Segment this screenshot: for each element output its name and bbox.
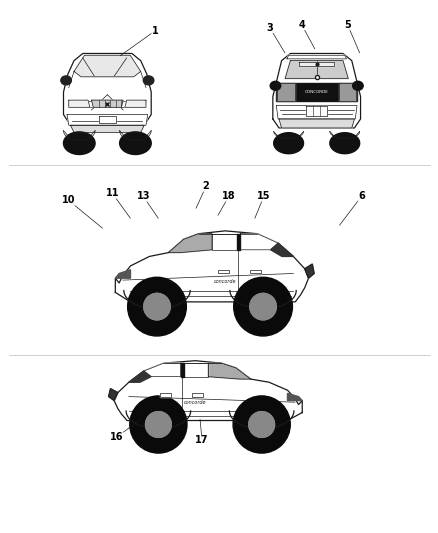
Polygon shape <box>298 62 333 66</box>
Polygon shape <box>129 371 151 382</box>
Circle shape <box>233 277 292 336</box>
Bar <box>191 393 202 397</box>
Ellipse shape <box>273 133 303 154</box>
Polygon shape <box>125 100 145 107</box>
Text: 6: 6 <box>357 191 364 201</box>
Circle shape <box>248 411 274 438</box>
Polygon shape <box>304 264 314 278</box>
Text: CONCORDE: CONCORDE <box>304 90 328 94</box>
Polygon shape <box>284 61 347 78</box>
Polygon shape <box>115 231 308 302</box>
Text: 5: 5 <box>343 20 350 30</box>
Text: 1: 1 <box>152 26 158 36</box>
Bar <box>191 393 202 397</box>
Polygon shape <box>99 116 116 124</box>
Ellipse shape <box>329 133 359 154</box>
Polygon shape <box>64 53 151 125</box>
Text: 10: 10 <box>62 195 75 205</box>
Polygon shape <box>92 100 123 107</box>
Bar <box>160 393 171 397</box>
Polygon shape <box>276 83 294 101</box>
Circle shape <box>127 277 186 336</box>
Text: concorde: concorde <box>213 279 236 284</box>
Ellipse shape <box>143 76 153 85</box>
Polygon shape <box>240 233 278 250</box>
Polygon shape <box>208 363 250 379</box>
Polygon shape <box>236 233 240 250</box>
Text: 18: 18 <box>222 191 235 201</box>
Circle shape <box>144 293 170 320</box>
Polygon shape <box>67 115 147 125</box>
Ellipse shape <box>61 76 71 85</box>
Polygon shape <box>270 243 293 256</box>
Ellipse shape <box>352 82 362 90</box>
Bar <box>160 393 171 397</box>
Polygon shape <box>168 233 212 253</box>
Polygon shape <box>69 100 90 107</box>
Bar <box>249 270 261 273</box>
Polygon shape <box>115 270 130 278</box>
Polygon shape <box>276 83 356 101</box>
Polygon shape <box>143 363 180 377</box>
Polygon shape <box>286 55 346 59</box>
Polygon shape <box>212 233 236 250</box>
Text: 3: 3 <box>266 23 272 33</box>
Polygon shape <box>272 53 360 128</box>
Ellipse shape <box>120 132 151 155</box>
Circle shape <box>145 411 171 438</box>
Polygon shape <box>278 119 353 128</box>
Circle shape <box>130 396 187 453</box>
Text: concorde: concorde <box>184 400 206 406</box>
Text: 17: 17 <box>195 435 208 446</box>
Ellipse shape <box>269 82 280 90</box>
Polygon shape <box>276 106 356 119</box>
Polygon shape <box>305 107 326 116</box>
Polygon shape <box>71 125 144 132</box>
Circle shape <box>233 396 290 453</box>
Polygon shape <box>108 389 117 401</box>
Text: 13: 13 <box>136 191 150 201</box>
Polygon shape <box>338 83 355 101</box>
Text: 16: 16 <box>110 432 123 442</box>
Ellipse shape <box>64 132 95 155</box>
Polygon shape <box>74 55 140 77</box>
Bar <box>249 270 261 273</box>
Text: 2: 2 <box>202 181 209 191</box>
Circle shape <box>249 293 276 320</box>
Polygon shape <box>114 361 301 421</box>
Text: 4: 4 <box>298 20 304 30</box>
Bar <box>217 270 229 273</box>
Polygon shape <box>287 393 301 401</box>
Polygon shape <box>180 363 184 377</box>
Text: 15: 15 <box>257 191 270 201</box>
Text: 11: 11 <box>106 188 119 198</box>
Bar <box>217 270 229 273</box>
Polygon shape <box>184 363 208 377</box>
